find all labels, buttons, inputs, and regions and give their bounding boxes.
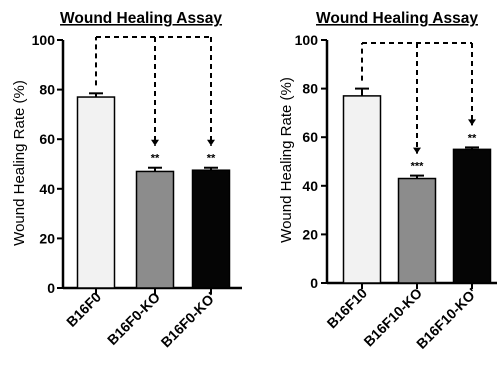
y-tick-label: 40	[302, 178, 318, 194]
y-tick-label: 80	[302, 81, 318, 97]
bracket-arrow	[468, 119, 476, 126]
x-tick-label: B16F0	[63, 289, 104, 330]
error-bars	[355, 87, 479, 179]
x-tick-label: B16F0-KO'	[158, 289, 220, 351]
significance-labels: *****	[411, 132, 477, 172]
bar	[452, 148, 492, 284]
significance-label: **	[207, 153, 216, 165]
y-ticks: 0 20 40 60 80 100	[295, 32, 327, 291]
chart-panel-right: Wound Healing Assay Wound Healing Rate (…	[278, 10, 497, 352]
bracket-arrow	[207, 139, 215, 146]
bar	[191, 169, 231, 289]
bar	[397, 177, 437, 284]
y-tick-label: 60	[302, 129, 318, 145]
y-tick-label: 40	[39, 181, 55, 197]
significance-label: ***	[411, 161, 425, 173]
bar	[135, 170, 175, 289]
y-tick-label: 60	[39, 131, 55, 147]
y-tick-label: 100	[295, 32, 319, 48]
y-tick-label: 20	[302, 226, 318, 242]
chart-panel-left: Wound Healing Assay Wound Healing Rate (…	[11, 10, 242, 350]
y-tick-label: 0	[310, 275, 318, 291]
bar	[342, 95, 382, 284]
significance-label: **	[151, 153, 160, 165]
bar	[76, 96, 116, 289]
chart-title: Wound Healing Assay	[60, 10, 222, 27]
bracket-arrow	[413, 147, 421, 154]
y-ticks: 0 20 40 60 80 100	[32, 32, 63, 296]
error-bars	[89, 92, 218, 172]
y-tick-label: 100	[32, 32, 56, 48]
y-axis-label: Wound Healing Rate (%)	[278, 77, 295, 243]
comparison-brackets	[361, 42, 476, 154]
significance-labels: ** **	[151, 153, 216, 165]
x-tick-label: B16F10	[324, 285, 371, 332]
y-tick-label: 80	[39, 82, 55, 98]
chart-title: Wound Healing Assay	[316, 10, 478, 27]
x-tick-label: B16F0-KO	[104, 289, 163, 348]
bars	[76, 96, 231, 289]
bracket-arrow	[151, 139, 159, 146]
bars	[342, 95, 492, 284]
y-axis-label: Wound Healing Rate (%)	[11, 80, 28, 246]
y-tick-label: 20	[39, 230, 55, 246]
comparison-brackets	[95, 36, 215, 146]
y-tick-label: 0	[47, 280, 55, 296]
significance-label: **	[468, 132, 477, 144]
